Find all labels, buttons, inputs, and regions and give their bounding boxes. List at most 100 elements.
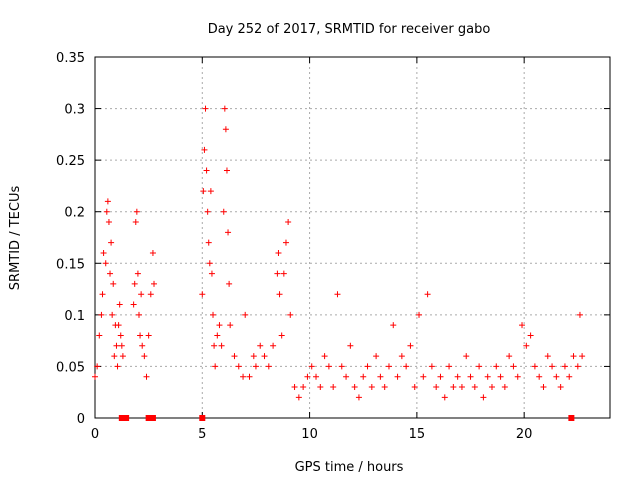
data-point [204, 208, 211, 215]
data-point [424, 291, 431, 298]
data-point [242, 311, 249, 318]
x-axis-label: GPS time / hours [295, 460, 404, 475]
data-point [98, 311, 105, 318]
data-point [208, 270, 215, 277]
data-point [107, 270, 114, 277]
data-point [130, 301, 137, 308]
y-axis: 0 0.05 0.1 0.15 0.2 0.25 0.3 0.35 [56, 51, 610, 427]
x-tick-label: 5 [198, 427, 206, 442]
plot-frame [94, 56, 611, 419]
data-point [212, 363, 219, 370]
data-point [501, 384, 508, 391]
y-tick-label: 0.2 [64, 206, 85, 221]
x-tick-label: 15 [409, 427, 426, 442]
data-point [225, 229, 232, 236]
data-point [407, 342, 414, 349]
data-point [200, 188, 207, 195]
data-point [506, 353, 513, 360]
data-point [471, 384, 478, 391]
data-point [216, 322, 223, 329]
data-point [446, 363, 453, 370]
zero-marker [149, 415, 156, 421]
data-point [343, 373, 350, 380]
data-point [394, 373, 401, 380]
data-point [223, 167, 230, 174]
data-point [325, 363, 332, 370]
data-point [94, 363, 101, 370]
data-point [201, 146, 208, 153]
data-point [385, 363, 392, 370]
data-point [116, 301, 123, 308]
data-point [147, 291, 154, 298]
data-point [108, 239, 115, 246]
data-point [291, 384, 298, 391]
data-point [381, 384, 388, 391]
data-point [100, 249, 107, 256]
data-point [207, 188, 214, 195]
y-tick-label: 0 [77, 412, 85, 427]
data-point [433, 384, 440, 391]
zero-marker [118, 415, 125, 421]
zero-marker [145, 415, 152, 421]
data-point [523, 342, 530, 349]
data-point [313, 373, 320, 380]
data-point [109, 311, 116, 318]
data-point [275, 249, 282, 256]
data-point [203, 167, 210, 174]
data-point [133, 208, 140, 215]
data-point [437, 373, 444, 380]
data-point [334, 291, 341, 298]
y-tick-label: 0.35 [56, 51, 85, 66]
data-point [151, 280, 158, 287]
data-point [364, 363, 371, 370]
data-point [211, 342, 218, 349]
data-point [143, 373, 150, 380]
data-point [519, 322, 526, 329]
data-point [304, 373, 311, 380]
data-point [300, 384, 307, 391]
data-point [480, 394, 487, 401]
data-point [454, 373, 461, 380]
y-tick-label: 0.3 [64, 103, 85, 118]
data-point [536, 373, 543, 380]
data-point [317, 384, 324, 391]
data-point [368, 384, 375, 391]
data-point [390, 322, 397, 329]
data-point [403, 363, 410, 370]
data-point [282, 239, 289, 246]
data-point [99, 291, 106, 298]
data-point [285, 219, 292, 226]
data-point [510, 363, 517, 370]
data-point [206, 260, 213, 267]
data-point [145, 332, 152, 339]
data-point [105, 219, 112, 226]
data-point [527, 332, 534, 339]
chart-title: Day 252 of 2017, SRMTID for receiver gab… [208, 22, 491, 37]
data-point [117, 332, 124, 339]
data-point [96, 332, 103, 339]
data-point [330, 384, 337, 391]
data-point [252, 363, 259, 370]
data-point [463, 353, 470, 360]
data-point [561, 363, 568, 370]
data-point [102, 260, 109, 267]
data-point [557, 384, 564, 391]
data-point [347, 342, 354, 349]
data-point [139, 342, 146, 349]
data-point [488, 384, 495, 391]
data-point [416, 311, 423, 318]
data-point [420, 373, 427, 380]
data-point [549, 363, 556, 370]
data-points [92, 105, 586, 421]
data-point [493, 363, 500, 370]
data-point [214, 332, 221, 339]
data-point [441, 394, 448, 401]
data-point [132, 219, 139, 226]
y-tick-label: 0.25 [56, 154, 85, 169]
data-point [476, 363, 483, 370]
data-point [450, 384, 457, 391]
data-point [351, 384, 358, 391]
y-axis-label: SRMTID / TECUs [8, 186, 23, 291]
data-point [274, 270, 281, 277]
data-point [373, 353, 380, 360]
